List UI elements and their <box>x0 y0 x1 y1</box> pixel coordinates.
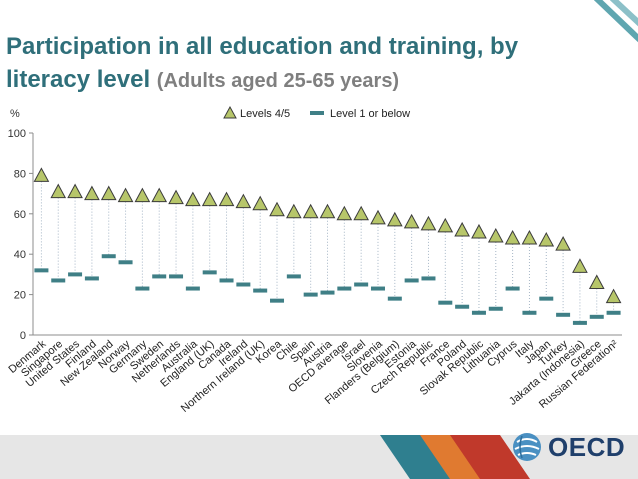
point-level1 <box>421 276 436 281</box>
point-level1 <box>455 304 470 309</box>
y-tick-label: 40 <box>14 249 26 261</box>
point-levels45 <box>353 205 369 221</box>
point-levels45 <box>235 193 252 209</box>
point-levels45 <box>100 185 117 201</box>
point-levels45 <box>572 258 588 273</box>
point-level1 <box>539 296 554 301</box>
y-tick-label: 100 <box>8 128 26 140</box>
point-level1 <box>135 286 150 291</box>
point-levels45 <box>117 187 134 203</box>
point-level1 <box>606 310 621 315</box>
point-levels45 <box>588 274 605 289</box>
point-level1 <box>219 278 234 283</box>
point-levels45 <box>67 183 83 199</box>
point-level1 <box>572 320 587 325</box>
point-levels45 <box>521 229 538 245</box>
point-level1 <box>320 290 335 295</box>
point-level1 <box>404 278 419 283</box>
point-levels45 <box>538 232 555 247</box>
point-levels45 <box>504 229 521 245</box>
y-tick-label: 0 <box>20 330 26 342</box>
legend-marker-levels45 <box>223 105 237 119</box>
oecd-globe-icon <box>513 433 541 461</box>
point-levels45 <box>201 191 218 207</box>
point-levels45 <box>302 203 319 219</box>
point-levels45 <box>185 191 201 207</box>
point-levels45 <box>33 167 50 182</box>
point-level1 <box>202 270 217 275</box>
legend-marker-level1 <box>310 111 324 115</box>
point-levels45 <box>605 288 622 304</box>
point-level1 <box>84 276 99 281</box>
point-levels45 <box>336 205 353 221</box>
oecd-logo: OECD <box>510 430 625 464</box>
title-subtitle: (Adults aged 25-65 years) <box>156 70 400 92</box>
point-levels45 <box>487 227 504 243</box>
point-level1 <box>522 310 537 315</box>
point-levels45 <box>269 201 285 217</box>
point-level1 <box>387 296 402 301</box>
point-levels45 <box>50 183 67 199</box>
point-level1 <box>185 286 200 291</box>
point-level1 <box>438 300 453 305</box>
slide-title: Participation in all education and train… <box>6 30 606 98</box>
point-level1 <box>270 298 285 303</box>
point-level1 <box>236 282 251 287</box>
point-levels45 <box>319 203 336 219</box>
point-level1 <box>68 272 83 277</box>
point-level1 <box>101 254 116 259</box>
point-levels45 <box>218 191 235 207</box>
point-levels45 <box>151 187 168 203</box>
point-levels45 <box>555 236 571 251</box>
point-level1 <box>118 260 133 265</box>
point-level1 <box>471 310 486 315</box>
point-level1 <box>169 274 184 279</box>
point-levels45 <box>84 185 100 201</box>
point-levels45 <box>168 189 184 205</box>
point-levels45 <box>252 195 269 211</box>
corner-stripes <box>560 0 638 43</box>
point-levels45 <box>437 217 454 233</box>
point-level1 <box>354 282 369 287</box>
point-level1 <box>253 288 268 293</box>
point-level1 <box>337 286 352 291</box>
y-tick-label: 20 <box>14 290 26 302</box>
point-levels45 <box>471 223 487 239</box>
point-level1 <box>556 312 571 317</box>
y-tick-label: 80 <box>14 168 26 180</box>
point-level1 <box>51 278 66 283</box>
point-level1 <box>286 274 301 279</box>
footer-stripes <box>380 435 530 479</box>
point-level1 <box>370 286 385 291</box>
point-level1 <box>505 286 520 291</box>
point-levels45 <box>420 215 437 231</box>
legend-label-levels45: Levels 4/5 <box>240 108 290 120</box>
y-axis-label: % <box>10 108 20 120</box>
point-levels45 <box>134 187 151 203</box>
point-level1 <box>34 268 49 273</box>
point-level1 <box>589 314 604 319</box>
point-level1 <box>152 274 167 279</box>
point-levels45 <box>454 221 470 237</box>
point-levels45 <box>386 211 403 227</box>
point-levels45 <box>286 203 302 219</box>
point-levels45 <box>403 213 420 229</box>
legend-label-level1: Level 1 or below <box>330 108 410 120</box>
point-level1 <box>488 306 503 311</box>
point-level1 <box>303 292 318 297</box>
point-levels45 <box>370 209 386 225</box>
title-main: Participation in all education and train… <box>6 33 519 93</box>
oecd-logo-text: OECD <box>548 431 626 462</box>
y-tick-label: 60 <box>14 209 26 221</box>
